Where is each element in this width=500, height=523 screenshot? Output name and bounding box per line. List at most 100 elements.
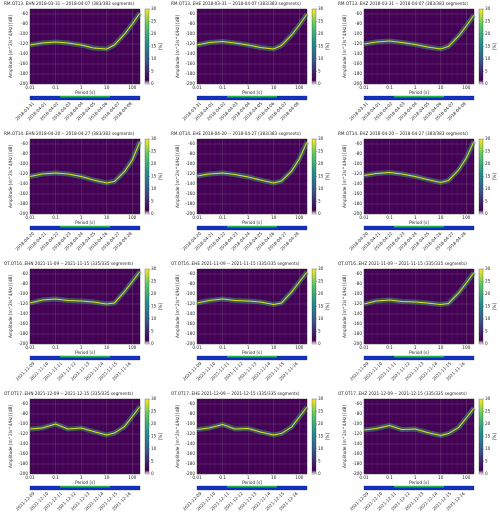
plot-area [197,9,307,84]
x-tick-label: 0.1 [52,85,59,90]
colorbar-tick-label: 10 [485,316,491,321]
x-tick-label: 1 [247,215,250,220]
y-tick-label: -140 [18,311,28,316]
availability-gap [394,96,444,98]
colorbar-tick-label: 10 [318,446,324,451]
x-tick-label: 10 [104,345,110,350]
availability-gap [227,226,277,228]
y-tick-label: -200 [18,341,28,346]
y-axis-label: Amplitude [m^2/s^4/Hz] [dB] [175,275,180,338]
y-tick-label: -100 [185,291,195,296]
y-tick-label: -120 [18,41,28,46]
colorbar-tick-label: 25 [485,149,491,154]
y-axis-label: Amplitude [m^2/s^4/Hz] [dB] [342,145,347,208]
colorbar-tick-label: 30 [485,396,491,401]
y-tick-label: -60 [355,401,362,406]
colorbar-tick-label: 30 [151,396,157,401]
colorbar-tick-label: 5 [318,199,321,204]
colorbar [478,138,484,215]
colorbar-tick-label: 5 [318,459,321,464]
colorbar [478,8,484,85]
colorbar-label: [%] [492,43,497,51]
availability-gap [60,96,110,98]
plot-area [197,399,307,474]
colorbar-tick-label: 0 [318,211,321,216]
x-tick-label: 100 [128,85,136,90]
colorbar-tick-label: 10 [485,186,491,191]
ppsd-panel: RM.OT13..EHN 2018-03-31 -- 2018-04-07 (3… [4,1,163,122]
y-tick-label: -100 [185,31,195,36]
y-tick-label: -140 [18,51,28,56]
colorbar-label: [%] [492,303,497,311]
plot-area [30,9,140,84]
y-tick-label: -200 [352,341,362,346]
colorbar-tick-label: 20 [318,161,324,166]
x-axis-label: Period [s] [242,350,262,355]
colorbar-tick-label: 5 [318,69,321,74]
availability-gap [60,356,110,358]
x-tick-label: 0.01 [359,85,369,90]
y-tick-label: -200 [185,471,195,476]
y-tick-label: -60 [355,11,362,16]
panel-title: OT.OT16..EHZ 2021-11-09 -- 2021-11-15 (3… [338,261,467,266]
x-tick-label: 100 [128,215,136,220]
y-tick-label: -200 [352,81,362,86]
x-tick-label: 10 [104,215,110,220]
y-tick-label: -200 [352,471,362,476]
y-tick-label: -160 [18,191,28,196]
colorbar-tick-label: 25 [151,409,157,414]
y-tick-label: -140 [185,441,195,446]
x-tick-label: 10 [438,85,444,90]
y-tick-label: -100 [18,421,28,426]
colorbar-tick-label: 30 [151,136,157,141]
plot-frame [29,398,141,475]
panel-title: RM.OT14..EHN 2018-04-20 -- 2018-04-27 (3… [4,131,135,136]
y-tick-label: -140 [18,181,28,186]
plot-area [30,139,140,214]
x-tick-label: 1 [414,475,417,480]
colorbar-tick-label: 0 [318,81,321,86]
y-tick-label: -180 [18,71,28,76]
colorbar-label: [%] [158,173,163,181]
plot-area [197,269,307,344]
plot-frame [29,138,141,215]
colorbar-tick-label: 10 [151,56,157,61]
y-tick-label: -180 [18,201,28,206]
y-tick-label: -140 [352,441,362,446]
x-tick-label: 0.01 [25,85,35,90]
y-tick-label: -120 [185,301,195,306]
x-tick-label: 10 [271,215,277,220]
mode-line [196,406,308,436]
colorbar-tick-label: 30 [318,396,324,401]
y-tick-label: -80 [355,151,362,156]
colorbar-tick-label: 15 [318,434,324,439]
y-tick-label: -140 [352,51,362,56]
y-tick-label: -140 [352,311,362,316]
y-tick-label: -80 [21,281,28,286]
y-tick-label: -160 [352,191,362,196]
y-tick-label: -100 [352,421,362,426]
x-tick-label: 10 [438,345,444,350]
y-tick-label: -120 [18,301,28,306]
y-tick-label: -80 [355,281,362,286]
mode-line [29,406,141,436]
colorbar [144,138,150,215]
y-tick-label: -200 [18,471,28,476]
colorbar-tick-label: 25 [318,279,324,284]
colorbar-tick-label: 0 [485,471,488,476]
availability-gap [394,226,444,228]
colorbar [311,8,317,85]
colorbar-tick-label: 5 [318,329,321,334]
colorbar-tick-label: 20 [151,291,157,296]
x-axis-label: Period [s] [409,220,429,225]
colorbar-tick-label: 10 [151,186,157,191]
colorbar-tick-label: 20 [151,161,157,166]
colorbar-tick-label: 15 [318,44,324,49]
colorbar-tick-label: 10 [151,446,157,451]
x-tick-label: 0.01 [192,345,202,350]
y-tick-label: -120 [185,171,195,176]
x-tick-label: 100 [462,475,470,480]
colorbar-tick-label: 10 [151,316,157,321]
ppsd-panel: RM.OT13..EHE 2018-03-31 -- 2018-04-07 (3… [171,1,330,122]
ppsd-panel: OT.OT17..EHZ 2021-12-09 -- 2021-12-15 (3… [338,391,497,512]
